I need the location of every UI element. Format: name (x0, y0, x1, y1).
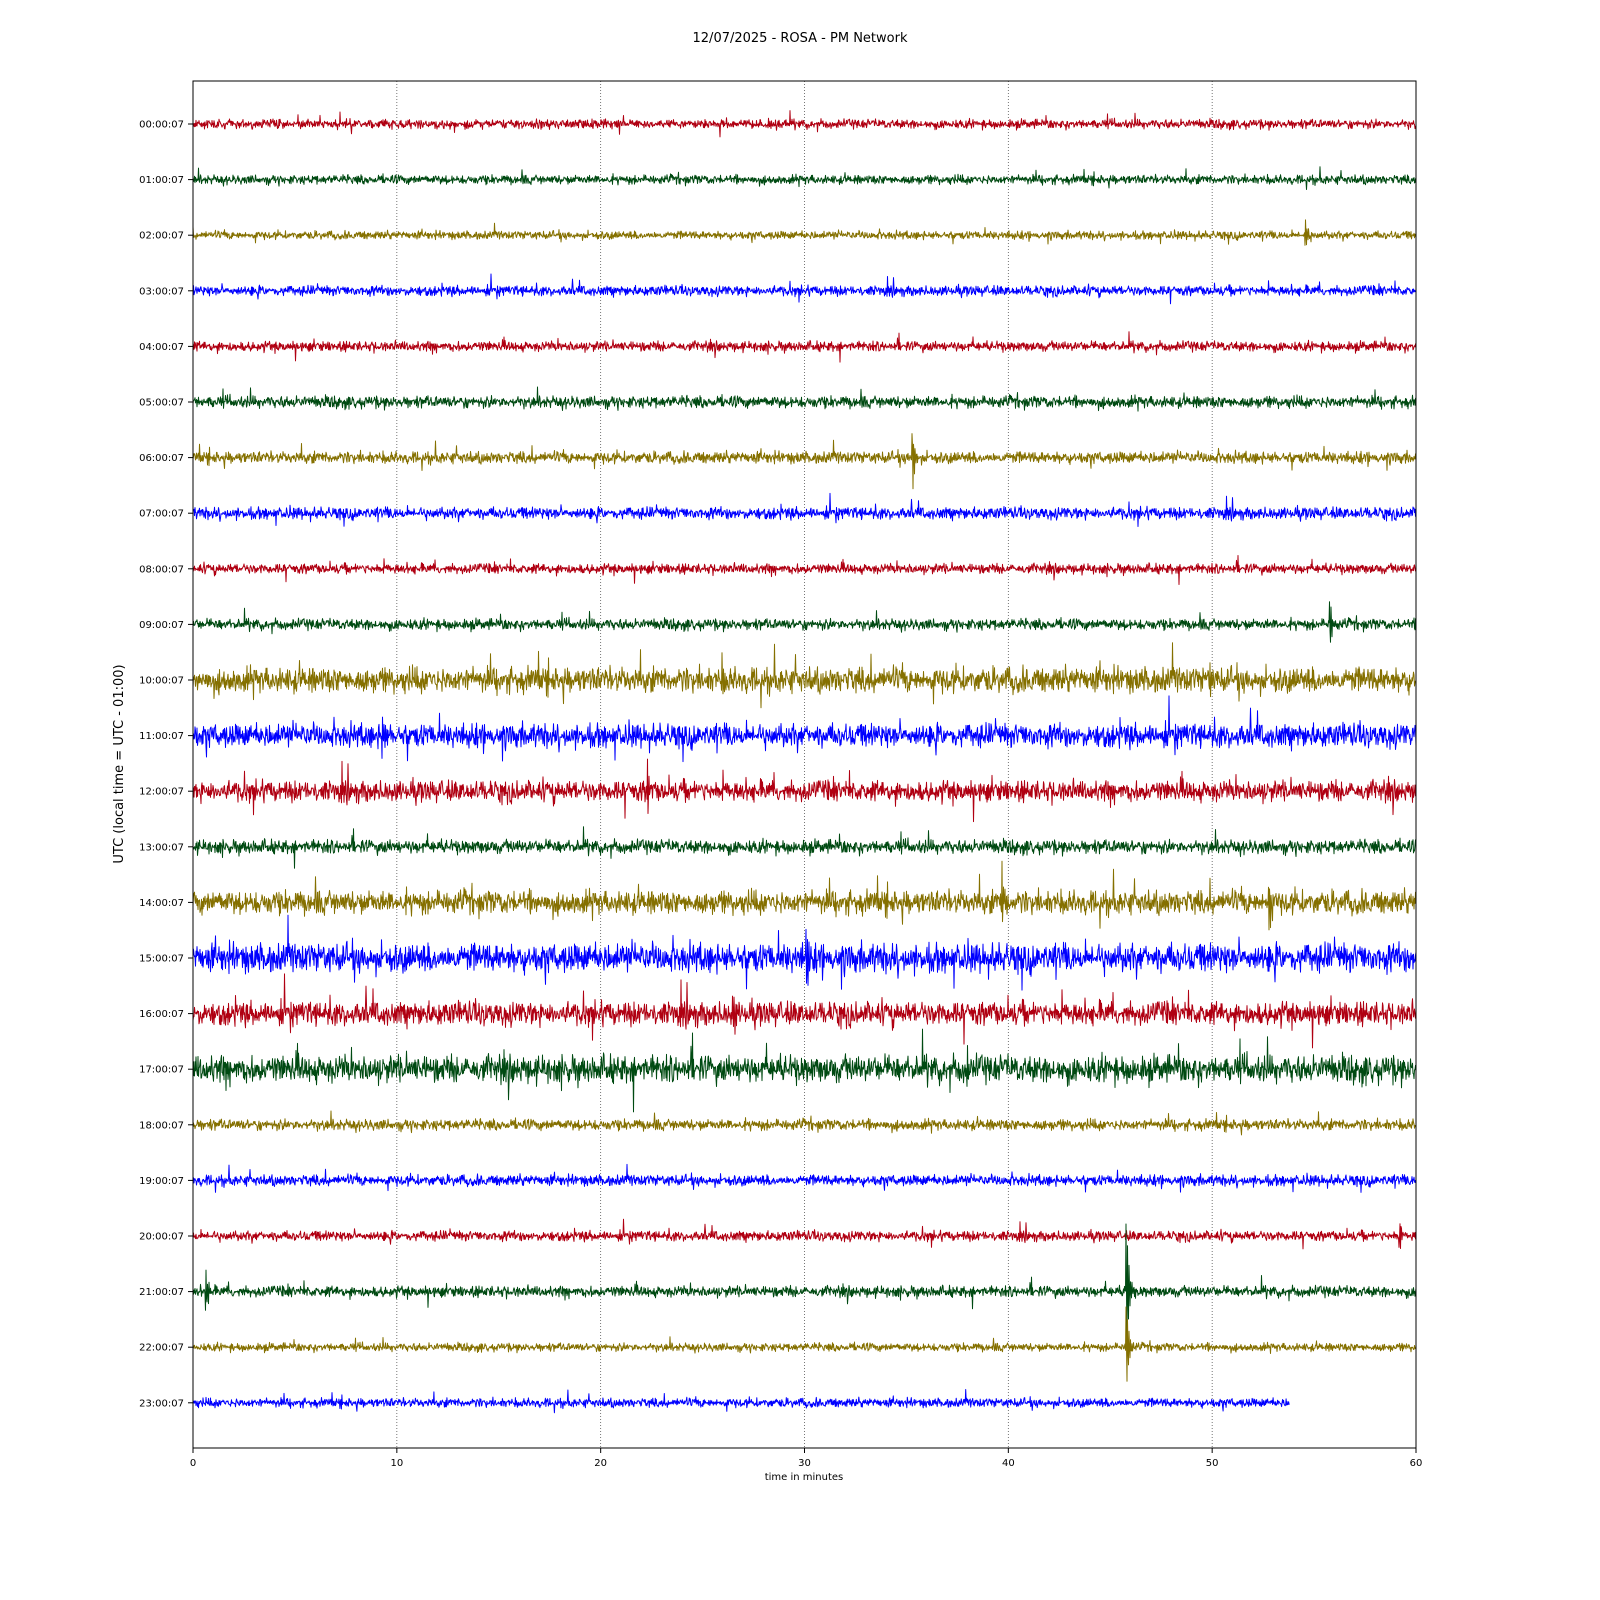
y-tick-label: 04:00:07 (139, 342, 184, 353)
x-tick-label: 40 (1002, 1458, 1015, 1469)
trace-10-00-07 (192, 642, 1417, 709)
y-tick-label: 08:00:07 (139, 564, 184, 575)
y-axis-label: UTC (local time = UTC - 01:00) (112, 664, 127, 863)
trace-04-00-07 (192, 331, 1417, 363)
y-tick-label: 13:00:07 (139, 842, 184, 853)
y-tick-label: 16:00:07 (139, 1009, 184, 1020)
y-tick-label: 12:00:07 (139, 787, 184, 798)
y-tick-label: 05:00:07 (139, 398, 184, 409)
chart-title: 12/07/2025 - ROSA - PM Network (693, 31, 908, 46)
trace-06-00-07 (192, 433, 1417, 490)
trace-07-00-07 (192, 492, 1417, 527)
y-tick-label: 02:00:07 (139, 231, 184, 242)
trace-18-00-07 (192, 1110, 1417, 1136)
trace-layer (192, 110, 1417, 1414)
trace-21-00-07 (192, 1223, 1417, 1350)
trace-20-00-07 (192, 1218, 1417, 1250)
y-tick-label: 19:00:07 (139, 1176, 184, 1187)
trace-19-00-07 (192, 1163, 1417, 1193)
trace-03-00-07 (192, 273, 1417, 305)
trace-05-00-07 (192, 386, 1417, 412)
trace-02-00-07 (192, 219, 1417, 246)
y-tick-label: 21:00:07 (139, 1287, 184, 1298)
x-tick-label: 0 (190, 1458, 196, 1469)
trace-14-00-07 (192, 860, 1417, 931)
y-tick-label: 11:00:07 (139, 731, 184, 742)
trace-15-00-07 (192, 914, 1417, 991)
y-tick-label: 07:00:07 (139, 509, 184, 520)
trace-09-00-07 (192, 601, 1417, 643)
y-tick-label: 22:00:07 (139, 1343, 184, 1354)
trace-23-00-07 (192, 1389, 1290, 1414)
y-tick-label: 03:00:07 (139, 286, 184, 297)
y-tick-label: 09:00:07 (139, 620, 184, 631)
trace-12-00-07 (192, 758, 1417, 823)
trace-08-00-07 (192, 555, 1417, 585)
tick-layer: 0 10 20 30 40 50 60 00:00:07 01:00:07 02:00:07 03:… (139, 120, 1422, 1470)
x-axis-label: time in minutes (765, 1472, 844, 1483)
trace-11-00-07 (192, 695, 1417, 763)
y-tick-label: 14:00:07 (139, 898, 184, 909)
y-tick-label: 15:00:07 (139, 954, 184, 965)
trace-22-00-07 (192, 1306, 1417, 1382)
trace-01-00-07 (192, 166, 1417, 190)
trace-00-00-07 (192, 110, 1417, 138)
y-tick-label: 18:00:07 (139, 1120, 184, 1131)
plot-frame (192, 80, 1417, 1449)
trace-17-00-07 (192, 1028, 1417, 1113)
x-tick-label: 60 (1410, 1458, 1423, 1469)
y-tick-label: 00:00:07 (139, 120, 184, 131)
x-tick-label: 20 (594, 1458, 607, 1469)
y-tick-label: 23:00:07 (139, 1398, 184, 1409)
x-tick-label: 50 (1206, 1458, 1219, 1469)
grid-lines (396, 81, 1213, 1448)
y-tick-label: 20:00:07 (139, 1232, 184, 1243)
trace-13-00-07 (192, 826, 1417, 869)
y-tick-label: 17:00:07 (139, 1065, 184, 1076)
x-tick-label: 10 (390, 1458, 403, 1469)
y-tick-label: 01:00:07 (139, 175, 184, 186)
trace-16-00-07 (192, 973, 1417, 1049)
x-tick-label: 30 (798, 1458, 811, 1469)
y-tick-label: 06:00:07 (139, 453, 184, 464)
y-tick-label: 10:00:07 (139, 676, 184, 687)
